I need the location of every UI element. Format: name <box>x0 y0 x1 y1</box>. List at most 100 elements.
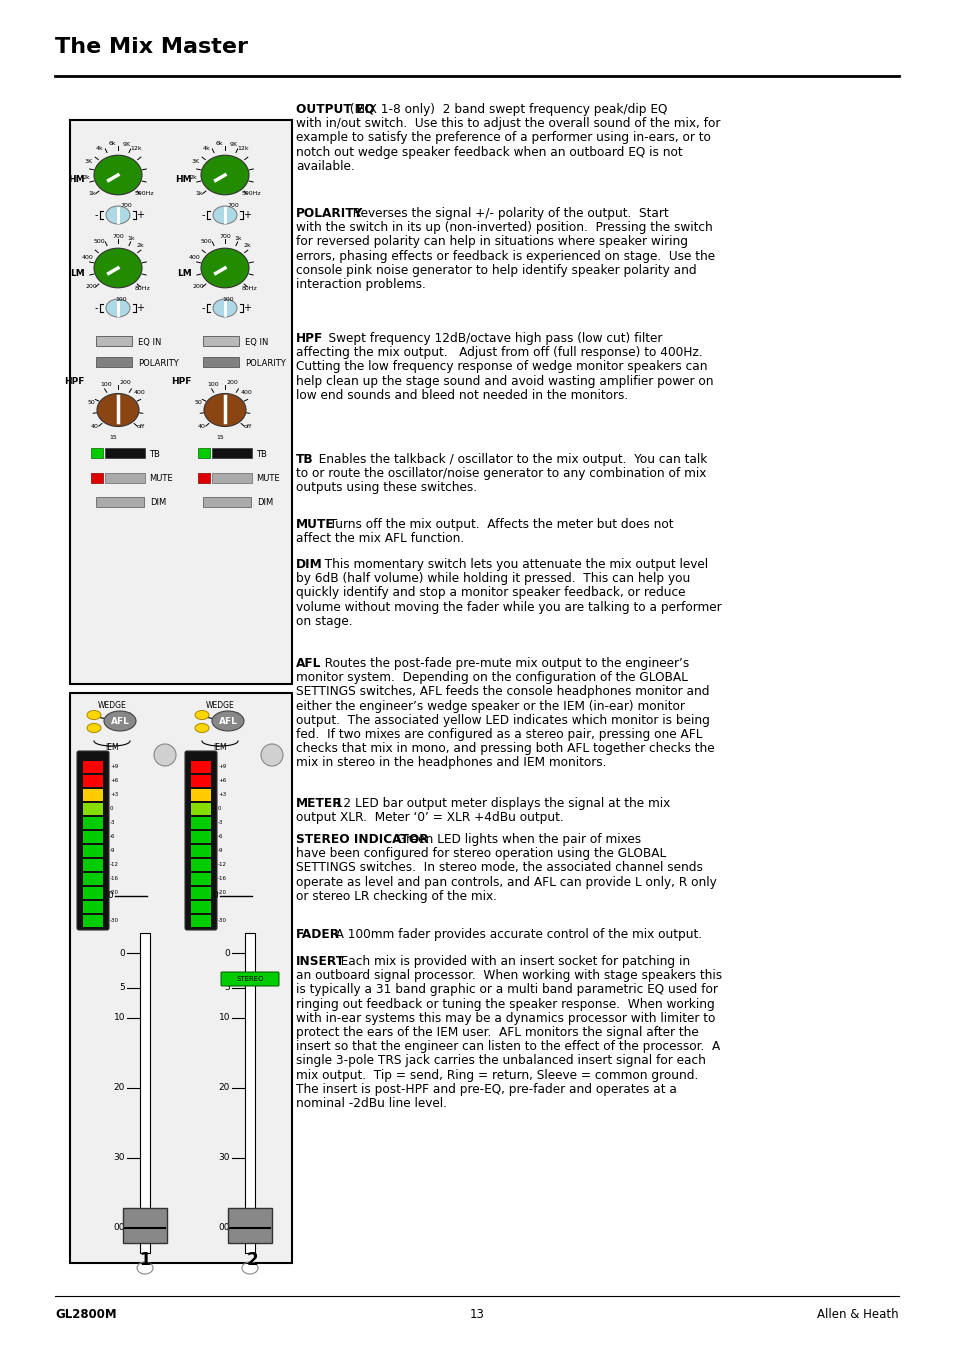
Text: help clean up the stage sound and avoid wasting amplifier power on: help clean up the stage sound and avoid … <box>295 374 713 388</box>
Text: 2k: 2k <box>189 176 196 180</box>
Text: -16: -16 <box>110 877 119 881</box>
Bar <box>191 817 211 830</box>
FancyBboxPatch shape <box>221 971 278 986</box>
Text: or stereo LR checking of the mix.: or stereo LR checking of the mix. <box>295 890 497 902</box>
Ellipse shape <box>153 744 175 766</box>
Ellipse shape <box>213 299 236 317</box>
Text: 12k: 12k <box>237 146 249 151</box>
Ellipse shape <box>213 205 236 224</box>
Text: Each mix is provided with an insert socket for patching in: Each mix is provided with an insert sock… <box>329 955 690 969</box>
Bar <box>245 934 254 1252</box>
Text: 100: 100 <box>115 297 127 303</box>
Text: mix in stereo in the headphones and IEM monitors.: mix in stereo in the headphones and IEM … <box>295 757 606 770</box>
Text: output XLR.  Meter ‘0’ = XLR +4dBu output.: output XLR. Meter ‘0’ = XLR +4dBu output… <box>295 811 563 824</box>
Text: POLARITY: POLARITY <box>245 359 286 367</box>
Bar <box>191 831 211 843</box>
Text: 0: 0 <box>218 807 221 812</box>
Ellipse shape <box>87 711 101 720</box>
Text: 500: 500 <box>93 239 106 245</box>
Text: 30: 30 <box>113 1154 125 1162</box>
Bar <box>123 1208 167 1243</box>
Text: WEDGE: WEDGE <box>206 701 234 711</box>
Bar <box>83 761 103 773</box>
Text: 0: 0 <box>224 948 230 958</box>
Text: 00: 00 <box>113 1224 125 1232</box>
Bar <box>105 449 145 458</box>
Ellipse shape <box>94 249 142 288</box>
Text: 50: 50 <box>193 400 202 405</box>
Text: TB: TB <box>255 450 267 459</box>
Ellipse shape <box>106 205 130 224</box>
Bar <box>83 901 103 913</box>
Text: 1k: 1k <box>234 236 242 242</box>
Text: 200: 200 <box>86 284 97 289</box>
Text: GL2800M: GL2800M <box>55 1308 116 1321</box>
Text: HM: HM <box>69 176 85 185</box>
Text: Reverses the signal +/- polarity of the output.  Start: Reverses the signal +/- polarity of the … <box>340 207 667 220</box>
Text: 30: 30 <box>218 1154 230 1162</box>
Bar <box>83 789 103 801</box>
Text: -: - <box>94 303 97 313</box>
Text: STEREO INDICATOR: STEREO INDICATOR <box>295 834 428 846</box>
Text: available.: available. <box>295 159 355 173</box>
Text: OUTPUT EQ: OUTPUT EQ <box>295 103 375 116</box>
Text: 1: 1 <box>139 1251 151 1269</box>
Text: 0: 0 <box>212 892 218 901</box>
Text: 400: 400 <box>82 254 93 259</box>
Text: mix output.  Tip = send, Ring = return, Sleeve = common ground.: mix output. Tip = send, Ring = return, S… <box>295 1069 698 1082</box>
Text: +3: +3 <box>110 793 118 797</box>
Text: -20: -20 <box>218 890 227 896</box>
Text: 700: 700 <box>120 204 132 208</box>
Text: fed.  If two mixes are configured as a stereo pair, pressing one AFL: fed. If two mixes are configured as a st… <box>295 728 701 740</box>
Text: 500: 500 <box>201 239 213 245</box>
Text: FADER: FADER <box>295 928 340 942</box>
Text: POLARITY: POLARITY <box>138 359 178 367</box>
Text: single 3-pole TRS jack carries the unbalanced insert signal for each: single 3-pole TRS jack carries the unbal… <box>295 1054 705 1067</box>
Text: IEM: IEM <box>213 743 227 753</box>
Text: -3: -3 <box>110 820 115 825</box>
Text: insert so that the engineer can listen to the effect of the processor.  A: insert so that the engineer can listen t… <box>295 1040 720 1054</box>
Text: MUTE: MUTE <box>255 474 279 484</box>
Ellipse shape <box>201 155 249 195</box>
Text: operate as level and pan controls, and AFL can provide L only, R only: operate as level and pan controls, and A… <box>295 875 716 889</box>
Text: 1k: 1k <box>88 190 95 196</box>
Text: DIM: DIM <box>295 558 322 571</box>
Text: 50: 50 <box>87 400 94 405</box>
Text: 00: 00 <box>218 1224 230 1232</box>
Text: (MIX 1-8 only)  2 band swept frequency peak/dip EQ: (MIX 1-8 only) 2 band swept frequency pe… <box>346 103 667 116</box>
FancyBboxPatch shape <box>77 751 109 929</box>
Text: -12: -12 <box>110 862 119 867</box>
Bar <box>83 817 103 830</box>
Text: 100: 100 <box>222 297 233 303</box>
Bar <box>91 473 103 484</box>
Text: +9: +9 <box>110 765 118 770</box>
Bar <box>212 449 252 458</box>
Text: 3K: 3K <box>192 159 200 163</box>
Text: console pink noise generator to help identify speaker polarity and: console pink noise generator to help ide… <box>295 263 696 277</box>
Text: +6: +6 <box>218 778 226 784</box>
Text: +: + <box>136 209 144 220</box>
Text: POLARITY: POLARITY <box>295 207 363 220</box>
Text: The insert is post-HPF and pre-EQ, pre-fader and operates at a: The insert is post-HPF and pre-EQ, pre-f… <box>295 1082 677 1096</box>
Text: 6k: 6k <box>215 141 223 146</box>
Text: with the switch in its up (non-inverted) position.  Pressing the switch: with the switch in its up (non-inverted)… <box>295 222 712 234</box>
Text: -: - <box>201 303 205 313</box>
Text: 13: 13 <box>469 1308 484 1321</box>
Text: WEDGE: WEDGE <box>97 701 126 711</box>
FancyBboxPatch shape <box>185 751 216 929</box>
Text: is typically a 31 band graphic or a multi band parametric EQ used for: is typically a 31 band graphic or a mult… <box>295 984 717 997</box>
Text: 9K: 9K <box>229 142 237 147</box>
Text: 700: 700 <box>112 234 124 239</box>
Text: HPF: HPF <box>65 377 85 386</box>
Text: Enables the talkback / oscillator to the mix output.  You can talk: Enables the talkback / oscillator to the… <box>307 453 707 466</box>
Text: +6: +6 <box>110 778 118 784</box>
Text: AFL: AFL <box>218 716 237 725</box>
Text: 4k: 4k <box>203 146 211 151</box>
Bar <box>83 844 103 857</box>
Bar <box>91 449 103 458</box>
Text: 0: 0 <box>107 892 112 901</box>
Text: have been configured for stereo operation using the GLOBAL: have been configured for stereo operatio… <box>295 847 665 861</box>
Text: ringing out feedback or tuning the speaker response.  When working: ringing out feedback or tuning the speak… <box>295 997 714 1011</box>
Text: -9: -9 <box>110 848 115 854</box>
Text: Green LED lights when the pair of mixes: Green LED lights when the pair of mixes <box>385 834 640 846</box>
